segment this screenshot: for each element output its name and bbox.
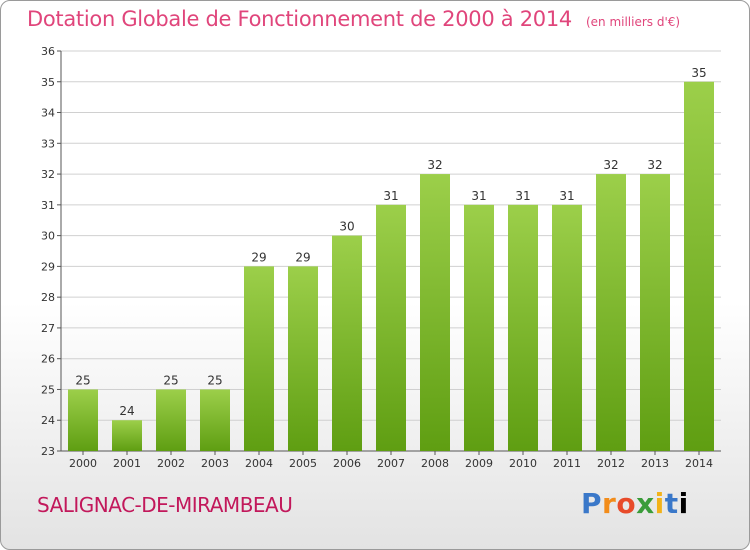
x-tick-label: 2003 (201, 457, 229, 470)
data-label-2009: 31 (471, 189, 486, 203)
data-label-2000: 25 (75, 373, 90, 387)
y-tick-label: 26 (41, 353, 55, 366)
data-label-2002: 25 (163, 373, 178, 387)
x-tick-label: 2007 (377, 457, 405, 470)
data-label-2003: 25 (207, 373, 222, 387)
y-tick-label: 28 (41, 291, 55, 304)
data-label-2011: 31 (559, 189, 574, 203)
x-tick-label: 2012 (597, 457, 625, 470)
bar-2007 (376, 204, 406, 451)
y-tick-label: 29 (41, 260, 55, 273)
bar-2006 (332, 235, 362, 451)
bar-2001 (112, 420, 142, 451)
chart-unit: (en milliers d'€) (585, 15, 681, 29)
data-label-2013: 32 (647, 158, 662, 172)
bars (68, 81, 714, 452)
data-label-2005: 29 (295, 250, 310, 264)
y-tick-label: 32 (41, 168, 55, 181)
x-tick-label: 2000 (69, 457, 97, 470)
y-tick-label: 35 (41, 76, 55, 89)
bar-2005 (288, 266, 318, 451)
y-tick-label: 24 (41, 414, 55, 427)
commune-name: SALIGNAC-DE-MIRAMBEAU (37, 493, 293, 517)
data-labels: 25 24 25 25 29 29 30 31 32 31 31 31 32 32 35 (75, 66, 706, 418)
x-tick-label: 2006 (333, 457, 361, 470)
y-tick-label: 31 (41, 199, 55, 212)
bar-2003 (200, 389, 230, 451)
y-tick-label: 36 (41, 45, 55, 58)
chart-title-text: Dotation Globale de Fonctionnement de 20… (27, 7, 572, 31)
bar-2010 (508, 204, 538, 451)
bar-2014 (684, 81, 714, 452)
x-tick-label: 2009 (465, 457, 493, 470)
bar-2004 (244, 266, 274, 451)
bar-2012 (596, 174, 626, 452)
y-tick-label: 33 (41, 137, 55, 150)
y-tick-label: 30 (41, 230, 55, 243)
x-tick-label: 2001 (113, 457, 141, 470)
bar-2002 (156, 389, 186, 451)
bar-2013 (640, 174, 670, 452)
x-tick-label: 2005 (289, 457, 317, 470)
x-tick-label: 2013 (641, 457, 669, 470)
chart-title: Dotation Globale de Fonctionnement de 20… (27, 7, 680, 31)
data-label-2012: 32 (603, 158, 618, 172)
proxiti-logo: Proxiti (581, 487, 689, 520)
x-tick-label: 2011 (553, 457, 581, 470)
x-tick-label: 2008 (421, 457, 449, 470)
bar-2011 (552, 204, 582, 451)
axes: 23 24 25 26 27 28 29 30 31 32 33 34 35 36 2000 2001 2002… (41, 45, 721, 470)
y-tick-label: 34 (41, 107, 55, 120)
data-label-2014: 35 (691, 66, 706, 80)
data-label-2004: 29 (251, 250, 266, 264)
data-label-2001: 24 (119, 404, 134, 418)
y-tick-label: 27 (41, 322, 55, 335)
x-tick-label: 2002 (157, 457, 185, 470)
bar-2000 (68, 389, 98, 451)
bar-2008 (420, 174, 450, 452)
x-tick-label: 2014 (685, 457, 713, 470)
data-label-2006: 30 (339, 220, 354, 234)
y-tick-label: 25 (41, 383, 55, 396)
x-tick-label: 2010 (509, 457, 537, 470)
data-label-2010: 31 (515, 189, 530, 203)
y-tick-label: 23 (41, 445, 55, 458)
data-label-2007: 31 (383, 189, 398, 203)
x-tick-label: 2004 (245, 457, 273, 470)
bar-2009 (464, 204, 494, 451)
data-label-2008: 32 (427, 158, 442, 172)
